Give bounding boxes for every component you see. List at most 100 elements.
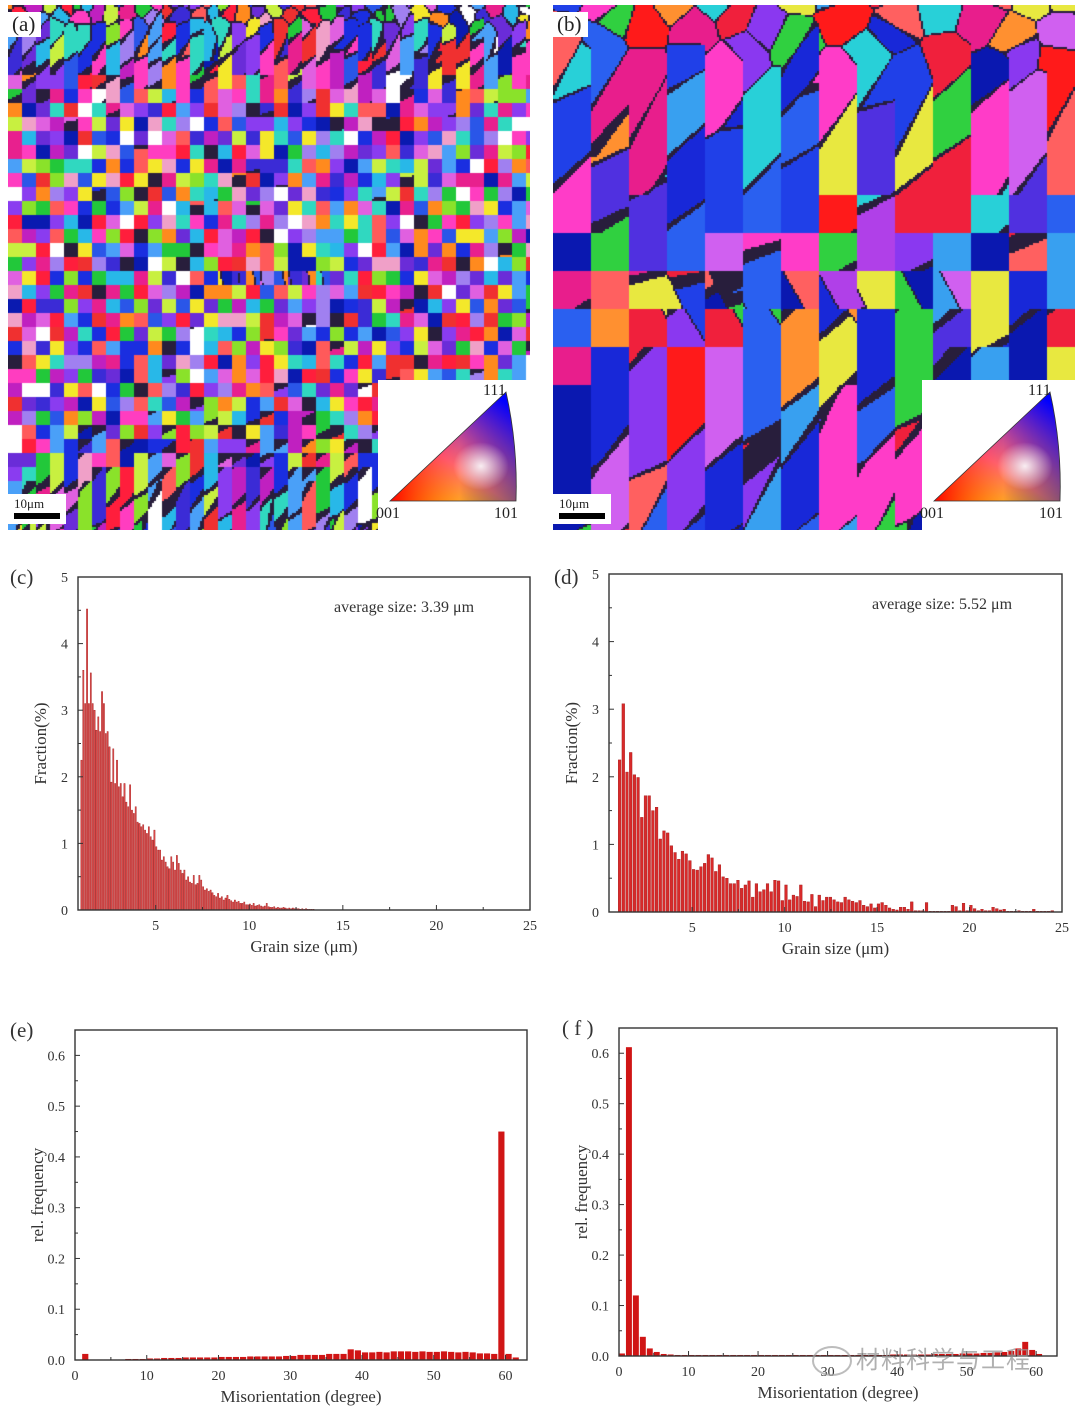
ipf-label-001-b: 001 [920,505,944,522]
bar [206,888,208,911]
ipf-label-111-b: 111 [1028,382,1051,399]
bar [247,1356,254,1360]
bar [175,1357,182,1360]
chart-c: 0 1 2 3 4 5 5 10 15 20 25 Grain size (μm) Fraction(%… [10,565,537,956]
bar [326,1353,333,1360]
bar [847,899,851,913]
bar [168,868,171,911]
x-tick-label: 15 [336,919,350,934]
bar [966,1353,973,1356]
bar [283,1355,290,1360]
bar [498,1131,505,1360]
bar [945,1353,952,1356]
x-tick-label: 25 [1055,921,1069,936]
x-tick-label: 60 [1029,1365,1043,1380]
bar [218,1356,225,1360]
bar [448,1351,455,1360]
y-tick-label: 0.1 [592,1300,610,1315]
y-tick-label: 0.4 [592,1148,610,1163]
bar [97,716,100,911]
bar [204,889,206,911]
ipf-label-101-b: 101 [1039,505,1063,522]
bar [181,873,184,911]
y-tick-label: 3 [592,703,599,718]
bar [1022,1341,1029,1356]
bar [82,670,85,911]
bar [714,871,718,913]
bar [99,731,101,911]
plot-frame-d [608,573,1063,913]
bar [189,1357,196,1360]
y-tick-label: 4 [592,636,599,651]
y-tick-label: 4 [61,638,68,653]
bar [376,1351,383,1360]
bar [189,881,191,911]
bar [347,1349,354,1360]
bar [854,902,858,913]
bar [732,883,736,913]
bars-d [618,703,1054,913]
bar [469,1352,476,1360]
bar [390,1351,397,1360]
bar [207,891,210,911]
bar [290,1355,297,1360]
bar [902,907,906,913]
x-tick-label: 50 [427,1369,441,1384]
bar [224,897,227,911]
bar [159,849,161,911]
y-tick-label: 0.2 [592,1249,610,1264]
bar [839,902,844,913]
y-tick-label: 0.6 [48,1049,66,1064]
bar [851,900,855,913]
bar [93,709,96,911]
ipf-label-111-a: 111 [483,382,506,399]
bar [151,839,154,911]
bar [802,900,807,913]
bar [232,901,234,911]
ipf-legend-b: 111 001 101 [920,380,1075,532]
x-tick-label: 10 [140,1369,154,1384]
bars-c [80,608,315,911]
x-axis-label: Grain size (μm) [782,939,889,958]
y-tick-label: 1 [592,838,599,853]
bar [703,863,707,913]
bar [973,1353,980,1356]
bar [884,905,888,913]
bar [899,907,903,913]
y-tick-label: 5 [61,571,68,586]
bar [123,783,126,911]
bar [491,1353,498,1360]
panel-a: (a) 10μm 111 001 101 [0,0,540,540]
bar [433,1351,440,1360]
bar [747,880,751,913]
bar [619,1353,625,1356]
bar [647,795,651,913]
bar [247,904,249,911]
ipf-label-001-a: 001 [376,505,400,522]
average-size-annotation: average size: 5.52 μm [872,596,1013,613]
x-tick-label: 60 [498,1369,512,1384]
bar [230,900,233,911]
wechat-icon [812,1346,852,1376]
bar [736,880,740,913]
bar [653,1351,660,1356]
bar [354,1350,361,1360]
x-tick-label: 20 [751,1365,765,1380]
bar [762,889,766,913]
bar [483,1353,491,1360]
chart-e: 0.0 0.1 0.2 0.3 0.4 0.5 0.6 0 10 20 30 40 50 60 Misori… [10,1018,528,1406]
scale-bar-line-b [559,513,605,519]
bar [814,906,818,913]
bar [636,777,640,913]
bar [455,1352,462,1360]
bar [84,703,87,911]
y-tick-label: 0.5 [592,1098,610,1113]
bar [187,876,189,911]
bar [176,855,178,911]
y-tick-label: 0.0 [592,1350,610,1365]
ipf-legend-a: 111 001 101 [376,380,530,532]
bar [667,1354,674,1356]
bar [198,875,201,911]
x-axis-label: Grain size (μm) [250,937,357,956]
average-size-annotation: average size: 3.39 μm [334,599,475,616]
